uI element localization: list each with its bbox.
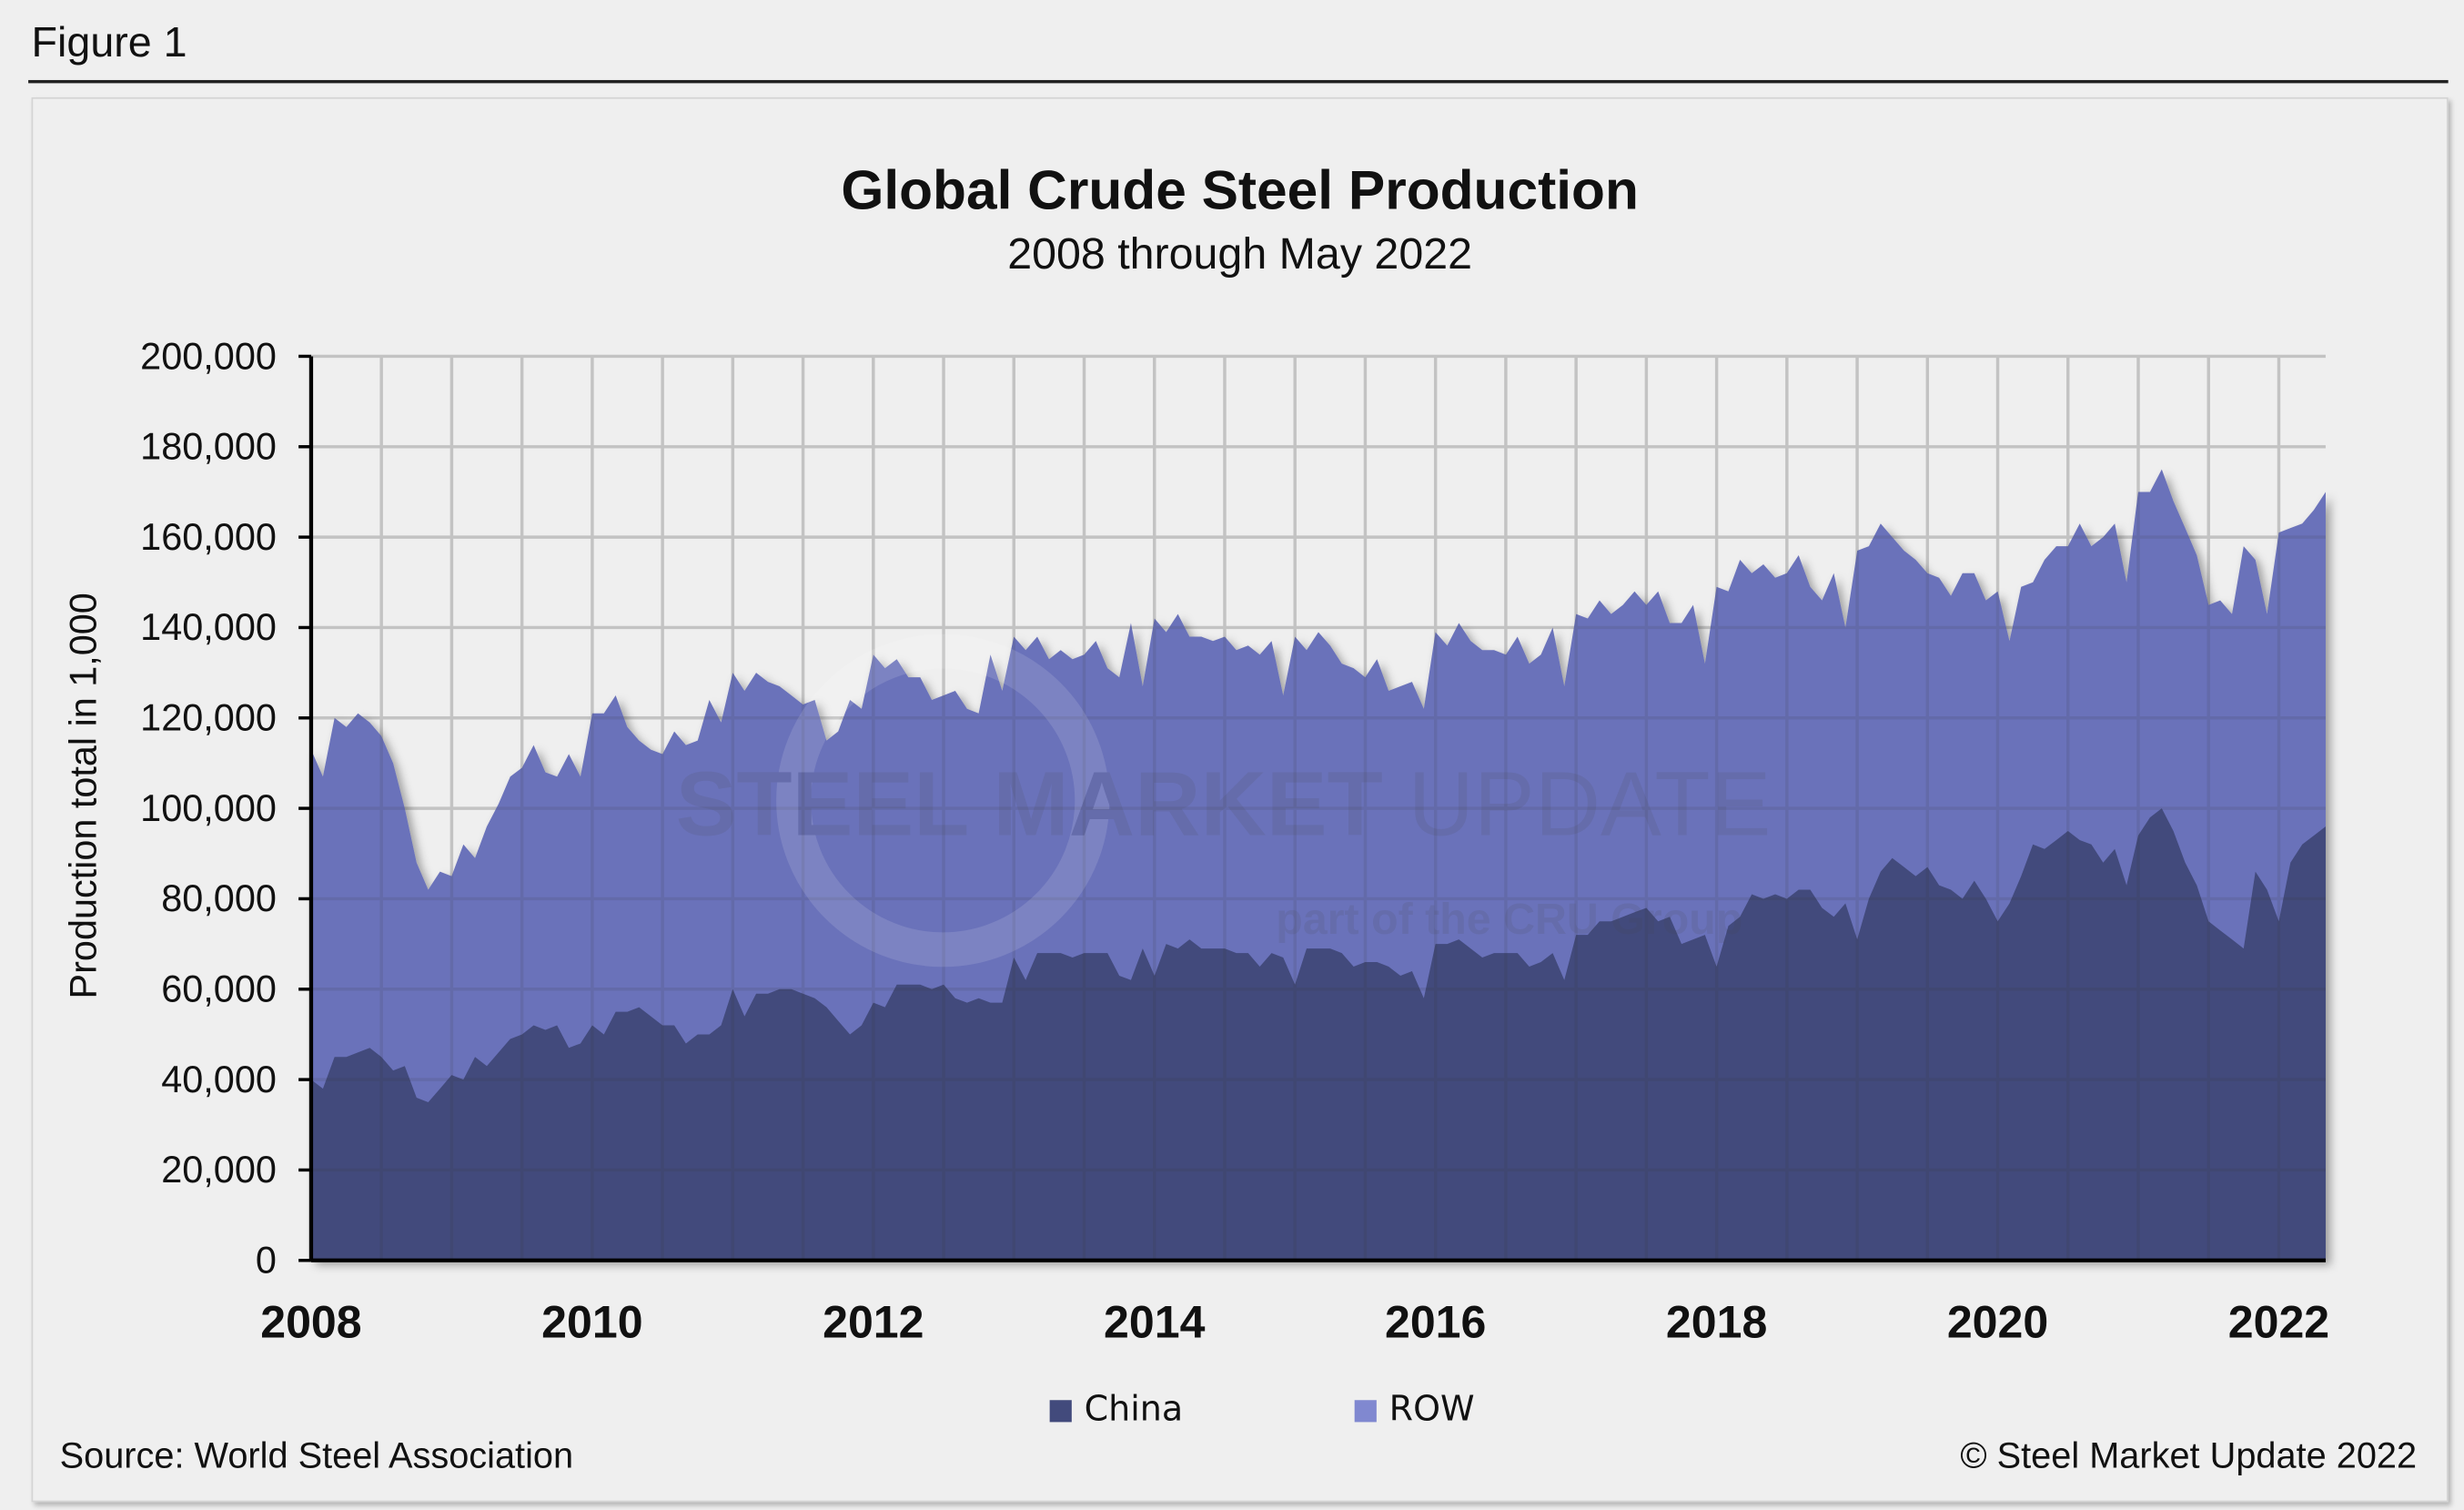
copyright-note: © Steel Market Update 2022 [1960,1434,2418,1476]
divider [28,79,2449,83]
x-tick-label: 2014 [1104,1296,1206,1347]
chart-title: Global Crude Steel Production [841,159,1639,222]
china-area [310,808,2326,1261]
x-tick-label: 2012 [823,1296,924,1347]
legend-label: China [1084,1390,1184,1431]
source-note: Source: World Steel Association [59,1434,574,1476]
legend-label: ROW [1389,1390,1475,1431]
x-tick-label: 2020 [1947,1296,2048,1347]
figure-label: Figure 1 [31,18,187,66]
svg-text:part of the CRU Group: part of the CRU Group [1276,895,1742,944]
gridlines-overlay [310,354,2326,1261]
x-tick-label: 2016 [1385,1296,1486,1347]
chart-subtitle: 2008 through May 2022 [1007,228,1473,279]
y-axis-label: Production total in 1,000 [62,593,104,998]
x-tick-label: 2010 [541,1296,642,1347]
y-tick-label: 200,000 [140,335,277,377]
y-tick-label: 100,000 [140,787,277,829]
x-tick-label: 2008 [260,1296,361,1347]
y-tick-label: 0 [256,1240,277,1282]
y-tick-label: 60,000 [161,968,277,1010]
areas [310,354,2326,1261]
y-tick-label: 40,000 [161,1059,277,1100]
y-tick-label: 180,000 [140,426,277,468]
y-tick-label: 160,000 [140,516,277,558]
y-tick-label: 120,000 [140,697,277,739]
x-tick-label: 2022 [2228,1296,2329,1347]
y-tick-label: 140,000 [140,606,277,648]
y-tick-label: 80,000 [161,877,277,919]
y-tick-label: 20,000 [161,1149,277,1191]
row-swatch [1354,1399,1377,1422]
x-tick-label: 2018 [1666,1296,1767,1347]
axes: 0 20,000 40,000 60,000 80,000 100,000 120,000 1… [140,335,2329,1347]
watermark-text: STEEL MARKET UPDATE [676,753,1772,855]
watermark-logo: STEEL MARKET UPDATE part of the CRU Grou… [676,633,1772,968]
legend-item-china: China [1049,1390,1184,1431]
legend-item-row: ROW [1354,1390,1475,1431]
china-swatch [1049,1399,1072,1422]
